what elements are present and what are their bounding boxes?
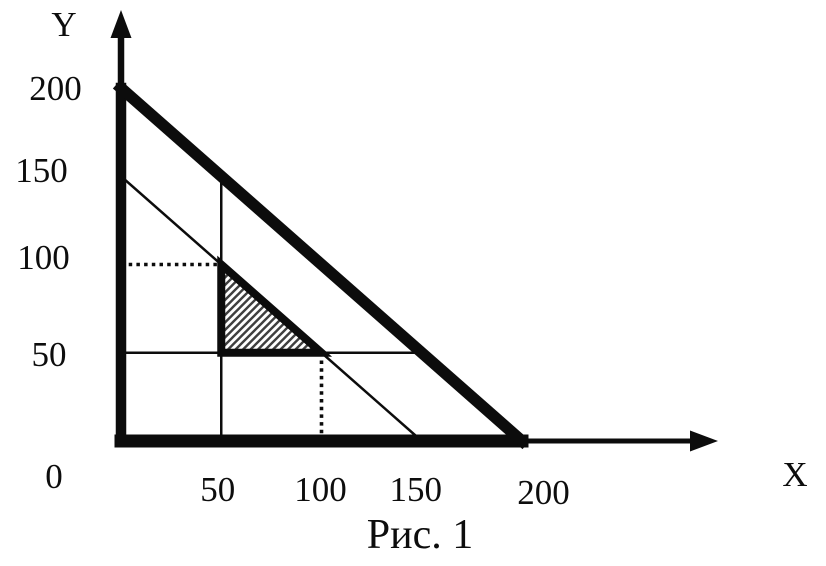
y-axis-label: Y	[51, 5, 77, 44]
x-tick-label-150: 150	[389, 470, 443, 509]
x-axis-arrowhead	[690, 430, 718, 452]
x-tick-label-100: 100	[294, 470, 347, 509]
origin-label: 0	[45, 457, 63, 496]
x-tick-label-50: 50	[200, 470, 236, 509]
y-tick-label-100: 100	[17, 238, 70, 277]
hatched-triangle-region	[217, 255, 333, 357]
y-tick-label-50: 50	[31, 334, 67, 374]
y-axis-arrowhead	[110, 10, 132, 38]
x-axis-label: X	[782, 455, 808, 494]
y-tick-label-150: 150	[15, 150, 68, 190]
y-tick-label-200: 200	[29, 68, 82, 108]
outer-diagonal-line	[112, 79, 531, 450]
x-tick-label-200: 200	[517, 473, 570, 512]
figure-caption: Рис. 1	[366, 512, 474, 558]
